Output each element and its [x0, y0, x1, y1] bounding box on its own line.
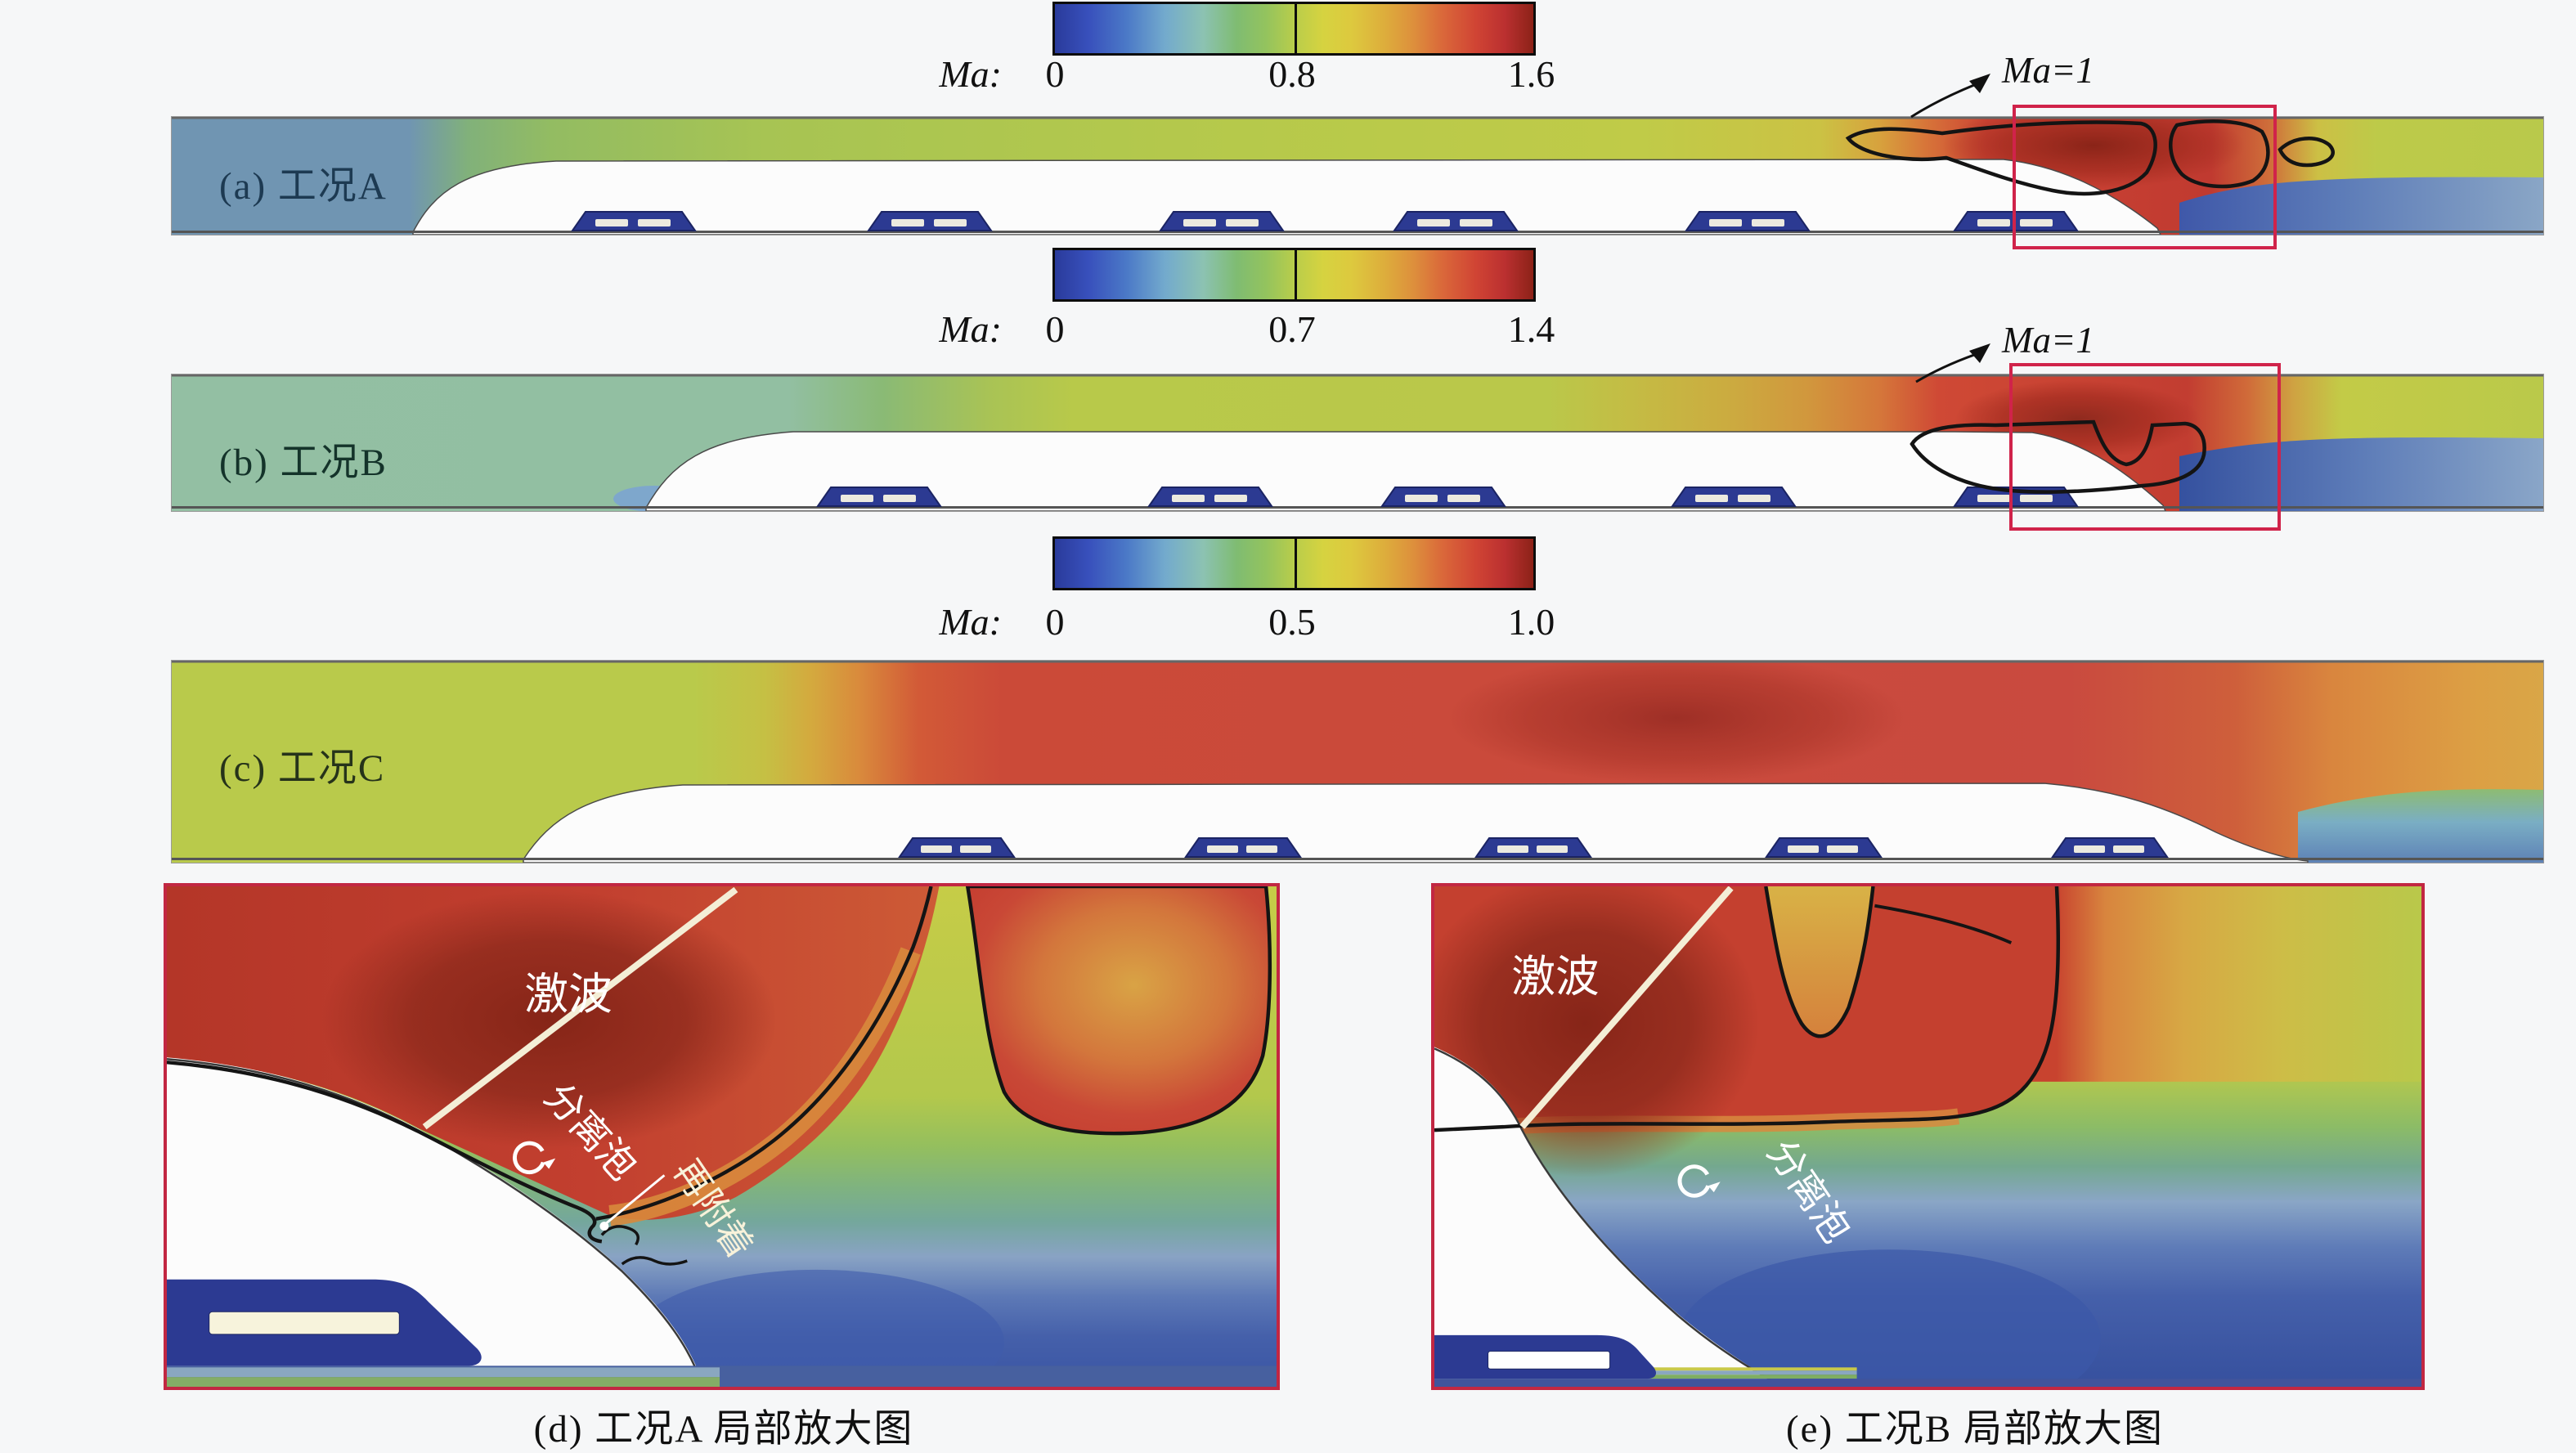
panel-a-contour-plot [171, 116, 2544, 235]
colorbar-case-b [1052, 248, 1536, 302]
highlight-box-a [2013, 105, 2277, 249]
bogie [1766, 837, 1882, 858]
track-line [172, 858, 2543, 860]
colorbar-tick-min: 0 [1045, 308, 1065, 350]
roof-boundary-line [1434, 1047, 1783, 1388]
shock-label: 激波 [1511, 952, 1599, 1001]
sonic-label-b: Ma=1 [2002, 320, 2094, 361]
panel-c-label: (c) 工况C [219, 747, 386, 790]
colorbar-case-a [1052, 2, 1536, 56]
wake-region-c [2298, 789, 2543, 863]
colorbar-mid-divider [1294, 539, 1297, 588]
sonic-contour-b [1910, 419, 2206, 494]
bogie [817, 487, 941, 507]
bogie [1672, 487, 1796, 507]
train-tail-silhouette [1434, 1047, 1784, 1387]
track-line [172, 231, 2543, 233]
track-strip [1434, 1379, 2421, 1387]
track-band-blue [167, 1367, 720, 1378]
second-pressure-cell-d [965, 884, 1272, 1136]
track-band-green [167, 1377, 720, 1387]
panel-a-label: (a) 工况A [219, 165, 388, 208]
train-silhouette [523, 783, 2309, 863]
colorbar-case-c [1052, 536, 1536, 590]
wake-region-b [2179, 437, 2543, 511]
bogie [2052, 837, 2168, 858]
bogie [1185, 837, 1301, 858]
colorbar-tick-mid: 0.7 [1268, 308, 1316, 350]
colorbar-tick-max: 1.0 [1507, 601, 1555, 643]
shock-label: 激波 [524, 970, 612, 1019]
shock-line-e [1519, 886, 1734, 1129]
notch-interior-e [1766, 886, 1874, 1037]
roof-boundary-line [166, 1058, 703, 1386]
bogie [899, 837, 1015, 858]
colorbar-mid-divider [1294, 4, 1297, 53]
high-mach-core-c [1447, 661, 1905, 783]
colorbar-labels-case-a: Ma: 0 0.8 1.6 [895, 52, 1574, 96]
bogie [868, 211, 992, 231]
panel-d-inset-zoom: 激波 分离泡 再附着 [164, 883, 1280, 1415]
bogie-slot [1488, 1351, 1611, 1370]
colorbar-tick-mid: 0.8 [1268, 53, 1316, 95]
bogie [1393, 211, 1518, 231]
shock-line-d [422, 886, 738, 1130]
colorbar-tick-max: 1.4 [1507, 308, 1555, 350]
panel-b-contour-plot [171, 374, 2544, 512]
colorbar-tick-mid: 0.5 [1268, 601, 1316, 643]
caption-panel-e: (e) 工况B 局部放大图 [1785, 1408, 2164, 1451]
bogie [1475, 837, 1591, 858]
sonic-label-a: Ma=1 [2002, 50, 2094, 91]
colorbar-tick-max: 1.6 [1507, 53, 1555, 95]
colorbar-variable-label: Ma: [939, 308, 1002, 350]
colorbar-tick-min: 0 [1045, 53, 1065, 95]
colorbar-labels-case-c: Ma: 0 0.5 1.0 [895, 600, 1574, 644]
shock-upstream-core-d [321, 890, 777, 1149]
bogie [1148, 487, 1272, 507]
vortex-swirl-icon [513, 1141, 556, 1175]
bogie [1685, 211, 1810, 231]
bogie [572, 211, 696, 231]
panel-b-label: (b) 工况B [219, 442, 388, 484]
colorbar-variable-label: Ma: [939, 601, 1002, 643]
reattachment-point-dot [599, 1222, 609, 1231]
track-line [172, 506, 2543, 509]
colorbar-tick-min: 0 [1045, 601, 1065, 643]
reattachment-leader-line [605, 1174, 666, 1224]
panel-c-contour-plot [171, 660, 2544, 863]
sonic-contour-e [1434, 886, 2061, 1132]
colorbar-variable-label: Ma: [939, 53, 1002, 95]
sonic-contour-a [1845, 119, 2335, 196]
bogie [1160, 211, 1284, 231]
sonic-arrow-a [1910, 74, 1990, 119]
sonic-contour-d [166, 886, 933, 1266]
colorbar-labels-case-b: Ma: 0 0.7 1.4 [895, 307, 1574, 352]
panel-e-inset-zoom: 激波 分离泡 [1410, 870, 2425, 1428]
bogie [1381, 487, 1506, 507]
vortex-swirl-icon [1677, 1164, 1721, 1198]
colorbar-mid-divider [1294, 250, 1297, 299]
sonic-arrow-b [1915, 343, 1990, 383]
caption-panel-d: (d) 工况A 局部放大图 [533, 1408, 914, 1451]
highlight-box-b [2009, 363, 2281, 531]
bogie-slot [209, 1311, 400, 1335]
wake-region-a [2179, 177, 2543, 235]
